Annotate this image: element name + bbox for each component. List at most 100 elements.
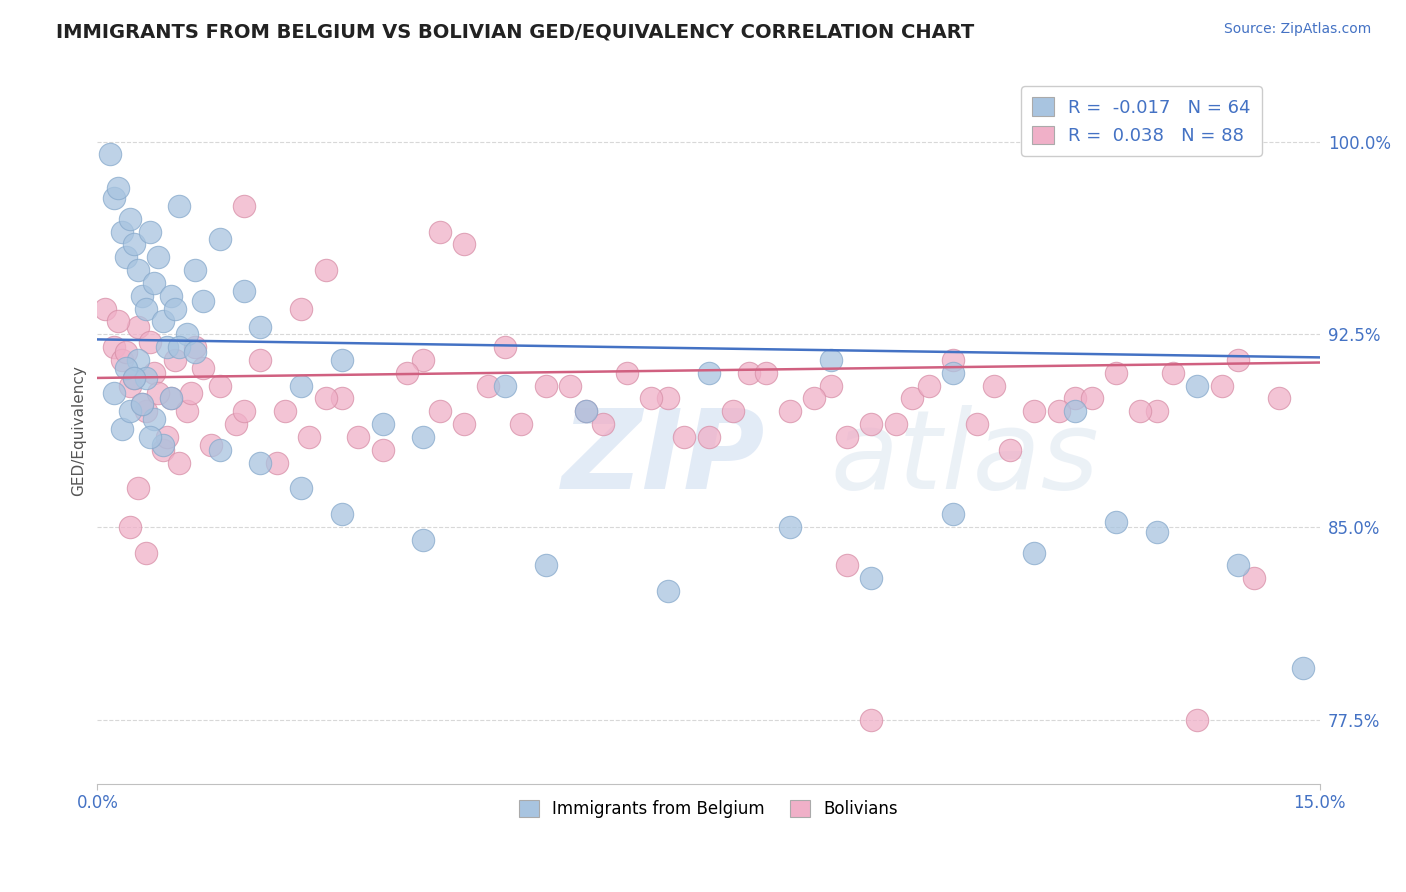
Point [1292,661,1315,675]
Point [167,199,190,213]
Point [884,417,907,432]
Point [156,430,179,444]
Point [167,340,190,354]
Point [640,392,662,406]
Point [139,430,162,444]
Point [779,404,801,418]
Point [118,404,141,418]
Point [159,289,181,303]
Point [558,378,581,392]
Point [163,301,186,316]
Point [942,366,965,380]
Point [998,442,1021,457]
Point [115,360,138,375]
Point [122,237,145,252]
Point [657,584,679,599]
Point [697,430,720,444]
Point [901,392,924,406]
Point [616,366,638,380]
Point [395,366,418,380]
Point [103,386,125,401]
Text: IMMIGRANTS FROM BELGIUM VS BOLIVIAN GED/EQUIVALENCY CORRELATION CHART: IMMIGRANTS FROM BELGIUM VS BOLIVIAN GED/… [56,22,974,41]
Point [103,191,125,205]
Point [412,430,434,444]
Point [803,392,825,406]
Point [266,456,288,470]
Point [249,319,271,334]
Point [127,482,149,496]
Point [176,404,198,418]
Point [290,378,312,392]
Point [152,442,174,457]
Y-axis label: GED/Equivalency: GED/Equivalency [72,365,86,496]
Point [1024,404,1046,418]
Point [1227,558,1250,573]
Point [115,250,138,264]
Point [98,147,121,161]
Point [1024,545,1046,559]
Point [330,392,353,406]
Point [315,263,337,277]
Point [233,199,256,213]
Point [1268,392,1291,406]
Point [290,301,312,316]
Point [107,314,129,328]
Point [330,353,353,368]
Point [1187,713,1209,727]
Point [131,289,153,303]
Point [249,456,271,470]
Point [429,225,451,239]
Point [208,442,231,457]
Point [135,371,157,385]
Point [429,404,451,418]
Point [118,211,141,226]
Point [1146,404,1168,418]
Point [942,353,965,368]
Point [371,417,394,432]
Point [494,378,516,392]
Point [534,558,557,573]
Point [779,520,801,534]
Point [103,340,125,354]
Point [697,366,720,380]
Point [156,340,179,354]
Point [163,353,186,368]
Point [184,263,207,277]
Point [159,392,181,406]
Point [534,378,557,392]
Point [1146,524,1168,539]
Point [208,232,231,246]
Point [152,314,174,328]
Point [835,558,858,573]
Point [122,371,145,385]
Point [118,520,141,534]
Point [315,392,337,406]
Point [111,353,134,368]
Point [1161,366,1184,380]
Point [983,378,1005,392]
Point [1211,378,1233,392]
Point [298,430,321,444]
Point [412,353,434,368]
Point [942,507,965,521]
Point [330,507,353,521]
Point [1129,404,1152,418]
Point [152,438,174,452]
Point [477,378,499,392]
Text: atlas: atlas [831,405,1099,512]
Point [148,386,170,401]
Point [347,430,370,444]
Point [592,417,614,432]
Point [135,404,157,418]
Point [721,404,744,418]
Point [148,250,170,264]
Point [820,378,842,392]
Point [193,293,215,308]
Point [208,378,231,392]
Point [143,412,166,426]
Point [131,396,153,410]
Point [115,345,138,359]
Legend: Immigrants from Belgium, Bolivians: Immigrants from Belgium, Bolivians [512,793,904,825]
Point [135,301,157,316]
Point [1064,404,1087,418]
